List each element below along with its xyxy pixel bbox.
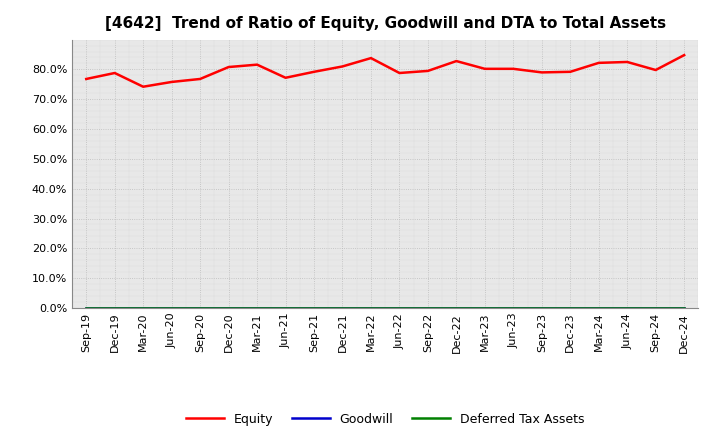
Deferred Tax Assets [452,305,461,311]
Goodwill [595,305,603,311]
Goodwill [480,305,489,311]
Goodwill [167,305,176,311]
Goodwill [537,305,546,311]
Goodwill [310,305,318,311]
Equity [253,62,261,67]
Equity [310,69,318,74]
Deferred Tax Assets [196,305,204,311]
Deferred Tax Assets [652,305,660,311]
Equity [623,59,631,65]
Deferred Tax Assets [595,305,603,311]
Goodwill [282,305,290,311]
Deferred Tax Assets [82,305,91,311]
Goodwill [110,305,119,311]
Goodwill [509,305,518,311]
Equity [423,68,432,73]
Equity [282,75,290,81]
Equity [509,66,518,71]
Deferred Tax Assets [509,305,518,311]
Deferred Tax Assets [282,305,290,311]
Goodwill [680,305,688,311]
Equity [110,70,119,76]
Equity [196,76,204,81]
Deferred Tax Assets [338,305,347,311]
Goodwill [338,305,347,311]
Equity [680,52,688,58]
Deferred Tax Assets [167,305,176,311]
Goodwill [652,305,660,311]
Deferred Tax Assets [623,305,631,311]
Title: [4642]  Trend of Ratio of Equity, Goodwill and DTA to Total Assets: [4642] Trend of Ratio of Equity, Goodwil… [104,16,666,32]
Deferred Tax Assets [480,305,489,311]
Deferred Tax Assets [110,305,119,311]
Line: Equity: Equity [86,55,684,87]
Deferred Tax Assets [139,305,148,311]
Deferred Tax Assets [423,305,432,311]
Equity [167,79,176,84]
Equity [537,70,546,75]
Deferred Tax Assets [253,305,261,311]
Equity [452,59,461,64]
Goodwill [452,305,461,311]
Equity [139,84,148,89]
Goodwill [623,305,631,311]
Deferred Tax Assets [566,305,575,311]
Goodwill [82,305,91,311]
Equity [225,64,233,70]
Deferred Tax Assets [366,305,375,311]
Goodwill [196,305,204,311]
Goodwill [566,305,575,311]
Deferred Tax Assets [395,305,404,311]
Goodwill [225,305,233,311]
Goodwill [139,305,148,311]
Equity [82,76,91,81]
Equity [595,60,603,66]
Goodwill [395,305,404,311]
Deferred Tax Assets [310,305,318,311]
Equity [480,66,489,71]
Deferred Tax Assets [680,305,688,311]
Goodwill [366,305,375,311]
Equity [652,67,660,73]
Deferred Tax Assets [225,305,233,311]
Equity [366,55,375,61]
Equity [395,70,404,76]
Legend: Equity, Goodwill, Deferred Tax Assets: Equity, Goodwill, Deferred Tax Assets [181,407,589,431]
Equity [566,69,575,74]
Deferred Tax Assets [537,305,546,311]
Goodwill [423,305,432,311]
Equity [338,64,347,69]
Goodwill [253,305,261,311]
